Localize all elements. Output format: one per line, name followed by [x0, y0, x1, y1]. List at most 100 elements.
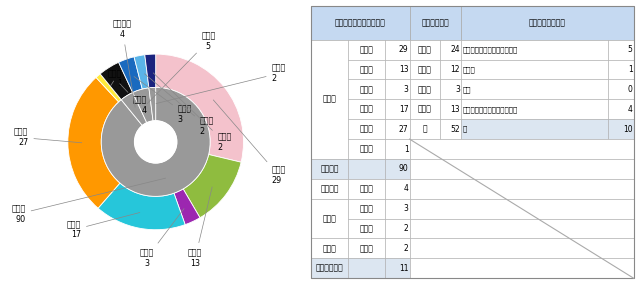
Text: 5: 5: [628, 45, 632, 54]
Bar: [348, 179, 385, 199]
Text: 圏域、都道府県別地点数: 圏域、都道府県別地点数: [335, 18, 386, 27]
Text: 北海道: 北海道: [360, 45, 374, 54]
Bar: [608, 60, 634, 80]
Bar: [440, 40, 461, 60]
Text: 計: 計: [422, 125, 427, 134]
Bar: [385, 60, 410, 80]
Bar: [385, 139, 410, 159]
Text: 13: 13: [451, 105, 460, 114]
Text: 春日市、筑紫野市、大野城市: 春日市、筑紫野市、大野城市: [463, 106, 518, 113]
Text: 京都府
2: 京都府 2: [145, 74, 214, 136]
Wedge shape: [145, 54, 156, 88]
Bar: [385, 40, 410, 60]
Wedge shape: [100, 62, 132, 100]
Text: 13: 13: [399, 65, 408, 74]
Text: 24: 24: [451, 45, 460, 54]
Bar: [410, 60, 440, 80]
Wedge shape: [156, 54, 243, 162]
Text: 29: 29: [399, 45, 408, 54]
Text: 東京都: 東京都: [360, 244, 374, 253]
Bar: [385, 159, 410, 179]
Text: 長野県
1: 長野県 1: [108, 69, 122, 89]
Bar: [410, 40, 440, 60]
Text: 3: 3: [455, 85, 460, 94]
Bar: [410, 258, 634, 278]
Bar: [348, 99, 385, 119]
Wedge shape: [174, 189, 200, 225]
Bar: [608, 80, 634, 99]
Text: 地方圏: 地方圏: [323, 95, 337, 104]
Text: 計: 計: [463, 126, 467, 132]
Bar: [440, 99, 461, 119]
Bar: [348, 60, 385, 80]
Wedge shape: [134, 55, 149, 89]
Text: 10: 10: [623, 125, 632, 134]
Bar: [410, 99, 440, 119]
Text: 27: 27: [399, 125, 408, 134]
Bar: [608, 40, 634, 60]
Wedge shape: [149, 87, 156, 121]
Text: 4: 4: [628, 105, 632, 114]
Text: 17: 17: [399, 105, 408, 114]
Text: 愛知県: 愛知県: [360, 184, 374, 193]
Bar: [348, 258, 385, 278]
Text: 宮城県: 宮城県: [360, 65, 374, 74]
Bar: [410, 6, 461, 40]
Text: 愛知県
4: 愛知県 4: [120, 84, 147, 115]
Bar: [311, 239, 348, 258]
Bar: [461, 80, 608, 99]
Text: うち地方四市: うち地方四市: [421, 18, 449, 27]
Text: 札幌市: 札幌市: [418, 45, 432, 54]
Bar: [385, 258, 410, 278]
Bar: [410, 179, 634, 199]
Text: 東京圏: 東京圏: [323, 244, 337, 253]
Text: 1: 1: [628, 65, 632, 74]
Bar: [410, 219, 634, 239]
Bar: [348, 139, 385, 159]
Text: 福岡市: 福岡市: [418, 105, 432, 114]
Wedge shape: [118, 57, 142, 92]
Bar: [348, 159, 385, 179]
Text: 京都府: 京都府: [360, 224, 374, 233]
Text: 2: 2: [404, 244, 408, 253]
Text: 1: 1: [404, 144, 408, 153]
Text: うち地方四市以外: うち地方四市以外: [529, 18, 566, 27]
Bar: [348, 80, 385, 99]
Text: 福岡県: 福岡県: [360, 105, 374, 114]
Bar: [348, 119, 385, 139]
Bar: [461, 40, 608, 60]
Bar: [311, 179, 348, 199]
Text: 4: 4: [404, 184, 408, 193]
Text: 3: 3: [404, 85, 408, 94]
Text: 地方圏計: 地方圏計: [321, 164, 339, 173]
Text: 仙台市: 仙台市: [418, 65, 432, 74]
Bar: [410, 239, 634, 258]
Bar: [385, 239, 410, 258]
Text: 東京圏
2: 東京圏 2: [156, 64, 286, 104]
Text: 地方圏
90: 地方圏 90: [12, 178, 166, 224]
Text: 大阪府
3: 大阪府 3: [134, 76, 192, 124]
Text: 名古屋圏: 名古屋圏: [321, 184, 339, 193]
Bar: [461, 6, 634, 40]
Bar: [440, 60, 461, 80]
Bar: [311, 159, 348, 179]
Bar: [385, 99, 410, 119]
Text: 2: 2: [404, 224, 408, 233]
Bar: [385, 119, 410, 139]
Bar: [410, 80, 440, 99]
Bar: [440, 80, 461, 99]
Text: 北海道
29: 北海道 29: [213, 100, 286, 185]
Bar: [348, 40, 385, 60]
Circle shape: [134, 121, 177, 163]
Bar: [348, 219, 385, 239]
Bar: [410, 139, 634, 159]
Wedge shape: [101, 87, 210, 196]
Text: 東京都
2: 東京都 2: [153, 73, 232, 152]
Text: 0: 0: [628, 85, 632, 94]
Text: 大阪府: 大阪府: [360, 204, 374, 213]
Text: 福岡県
17: 福岡県 17: [67, 212, 140, 239]
Text: 大阪圏: 大阪圏: [323, 214, 337, 223]
Bar: [385, 80, 410, 99]
Bar: [608, 119, 634, 139]
Bar: [385, 179, 410, 199]
